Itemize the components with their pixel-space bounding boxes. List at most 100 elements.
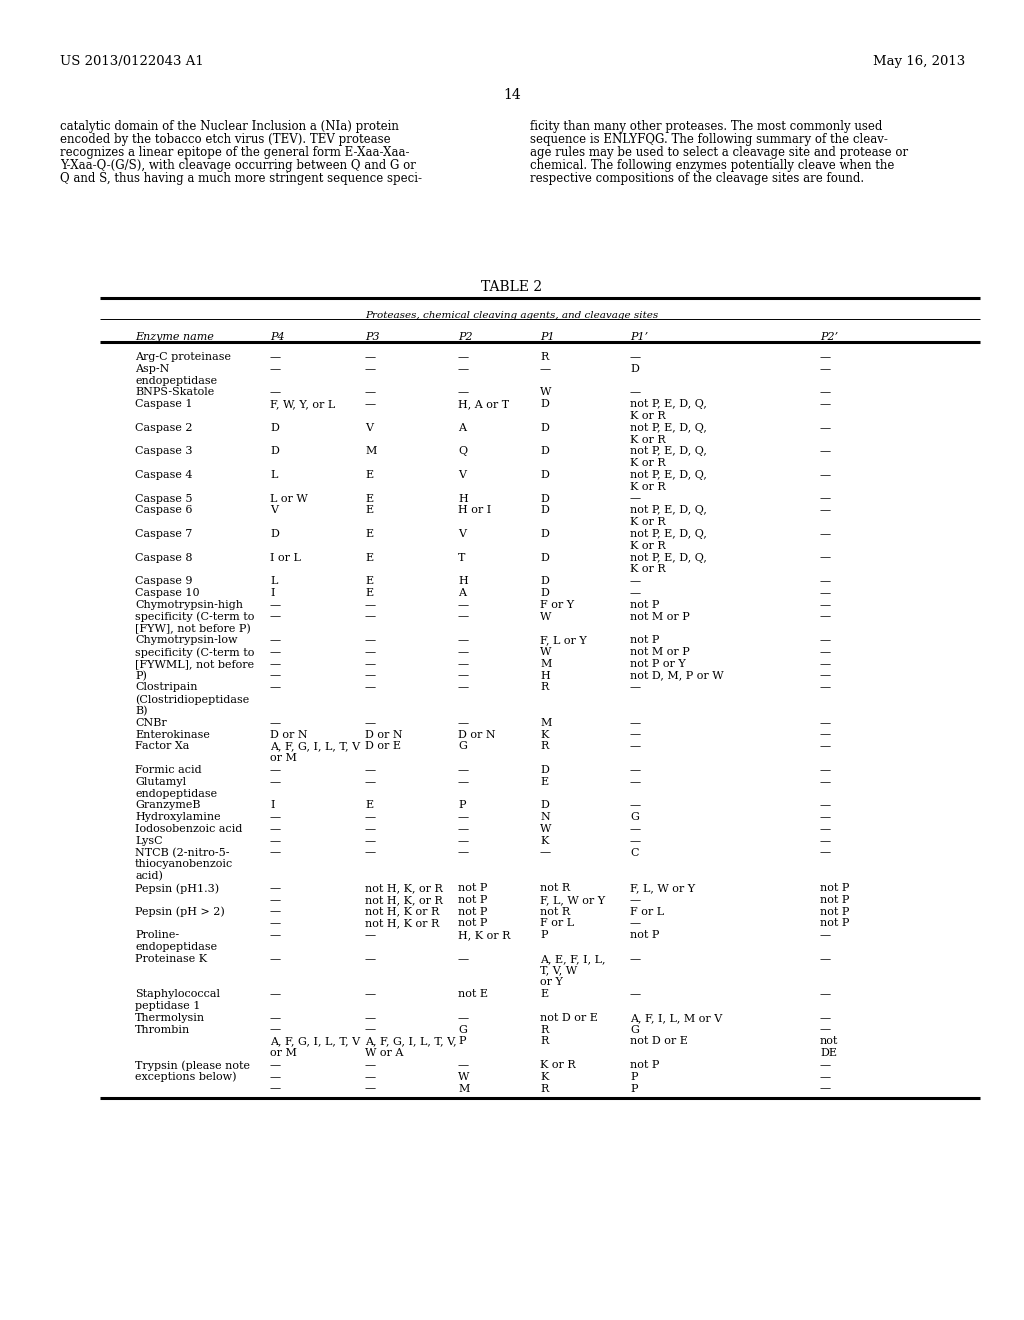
Text: D: D [540,506,549,515]
Text: P2’: P2’ [820,333,838,342]
Text: E: E [540,776,548,787]
Text: —: — [270,671,282,681]
Text: —: — [365,1012,376,1023]
Text: L: L [270,470,278,480]
Text: E: E [365,800,373,810]
Text: —: — [820,1024,831,1035]
Text: —: — [630,718,641,727]
Text: D: D [270,422,279,433]
Text: —: — [270,1060,282,1071]
Text: —: — [820,553,831,562]
Text: age rules may be used to select a cleavage site and protease or: age rules may be used to select a cleava… [530,147,908,158]
Text: —: — [820,730,831,739]
Text: not M or P: not M or P [630,647,690,657]
Text: May 16, 2013: May 16, 2013 [872,55,965,69]
Text: —: — [630,577,641,586]
Text: H: H [458,494,468,504]
Text: —: — [820,399,831,409]
Text: —: — [458,599,469,610]
Text: —: — [458,387,469,397]
Text: —: — [820,812,831,822]
Text: not R: not R [540,907,570,916]
Text: Glutamyl: Glutamyl [135,776,186,787]
Text: —: — [820,718,831,727]
Text: Caspase 5: Caspase 5 [135,494,193,504]
Text: V: V [365,422,373,433]
Text: —: — [270,352,282,362]
Text: W: W [540,611,551,622]
Text: —: — [270,635,282,645]
Text: Staphylococcal: Staphylococcal [135,989,220,999]
Text: —: — [820,682,831,693]
Text: —: — [458,682,469,693]
Text: not E: not E [458,989,488,999]
Text: —: — [820,1060,831,1071]
Text: R: R [540,1024,548,1035]
Text: R: R [540,1084,548,1093]
Text: D: D [540,766,549,775]
Text: W: W [540,387,551,397]
Text: —: — [630,587,641,598]
Text: not: not [820,1036,839,1047]
Text: not P: not P [820,919,849,928]
Text: —: — [458,647,469,657]
Text: L or W: L or W [270,494,308,504]
Text: —: — [820,671,831,681]
Text: —: — [270,931,282,940]
Text: Trypsin (please note: Trypsin (please note [135,1060,250,1071]
Text: US 2013/0122043 A1: US 2013/0122043 A1 [60,55,204,69]
Text: —: — [630,682,641,693]
Text: G: G [458,1024,467,1035]
Text: Arg-C proteinase: Arg-C proteinase [135,352,231,362]
Text: —: — [820,635,831,645]
Text: E: E [365,587,373,598]
Text: —: — [365,364,376,374]
Text: —: — [365,671,376,681]
Text: —: — [365,824,376,834]
Text: H, K or R: H, K or R [458,931,510,940]
Text: Formic acid: Formic acid [135,766,202,775]
Text: —: — [270,907,282,916]
Text: DE: DE [820,1048,837,1059]
Text: F, L or Y: F, L or Y [540,635,587,645]
Text: H: H [458,577,468,586]
Text: exceptions below): exceptions below) [135,1072,237,1082]
Text: H or I: H or I [458,506,492,515]
Text: F, L, W or Y: F, L, W or Y [630,883,695,894]
Text: F or Y: F or Y [540,599,574,610]
Text: G: G [458,742,467,751]
Text: not P, E, D, Q,: not P, E, D, Q, [630,529,707,539]
Text: Iodosobenzoic acid: Iodosobenzoic acid [135,824,243,834]
Text: K or R: K or R [630,458,666,469]
Text: not P: not P [630,1060,659,1071]
Text: —: — [540,364,551,374]
Text: I or L: I or L [270,553,301,562]
Text: TABLE 2: TABLE 2 [481,280,543,294]
Text: —: — [630,742,641,751]
Text: specificity (C-term to: specificity (C-term to [135,647,254,657]
Text: —: — [365,931,376,940]
Text: P4: P4 [270,333,285,342]
Text: H: H [540,671,550,681]
Text: Caspase 6: Caspase 6 [135,506,193,515]
Text: Proline-: Proline- [135,931,179,940]
Text: specificity (C-term to: specificity (C-term to [135,611,254,622]
Text: P1: P1 [540,333,555,342]
Text: chemical. The following enzymes potentially cleave when the: chemical. The following enzymes potentia… [530,158,894,172]
Text: P3: P3 [365,333,380,342]
Text: or M: or M [270,754,297,763]
Text: —: — [270,1072,282,1082]
Text: K: K [540,730,549,739]
Text: D: D [540,529,549,539]
Text: M: M [540,659,551,669]
Text: —: — [270,1084,282,1093]
Text: A, E, F, I, L,: A, E, F, I, L, [540,954,605,964]
Text: —: — [365,387,376,397]
Text: not D or E: not D or E [540,1012,598,1023]
Text: —: — [630,387,641,397]
Text: not H, K, or R: not H, K, or R [365,895,442,904]
Text: A, F, G, I, L, T, V,: A, F, G, I, L, T, V, [365,1036,457,1047]
Text: W: W [540,647,551,657]
Text: W: W [458,1072,469,1082]
Text: Caspase 8: Caspase 8 [135,553,193,562]
